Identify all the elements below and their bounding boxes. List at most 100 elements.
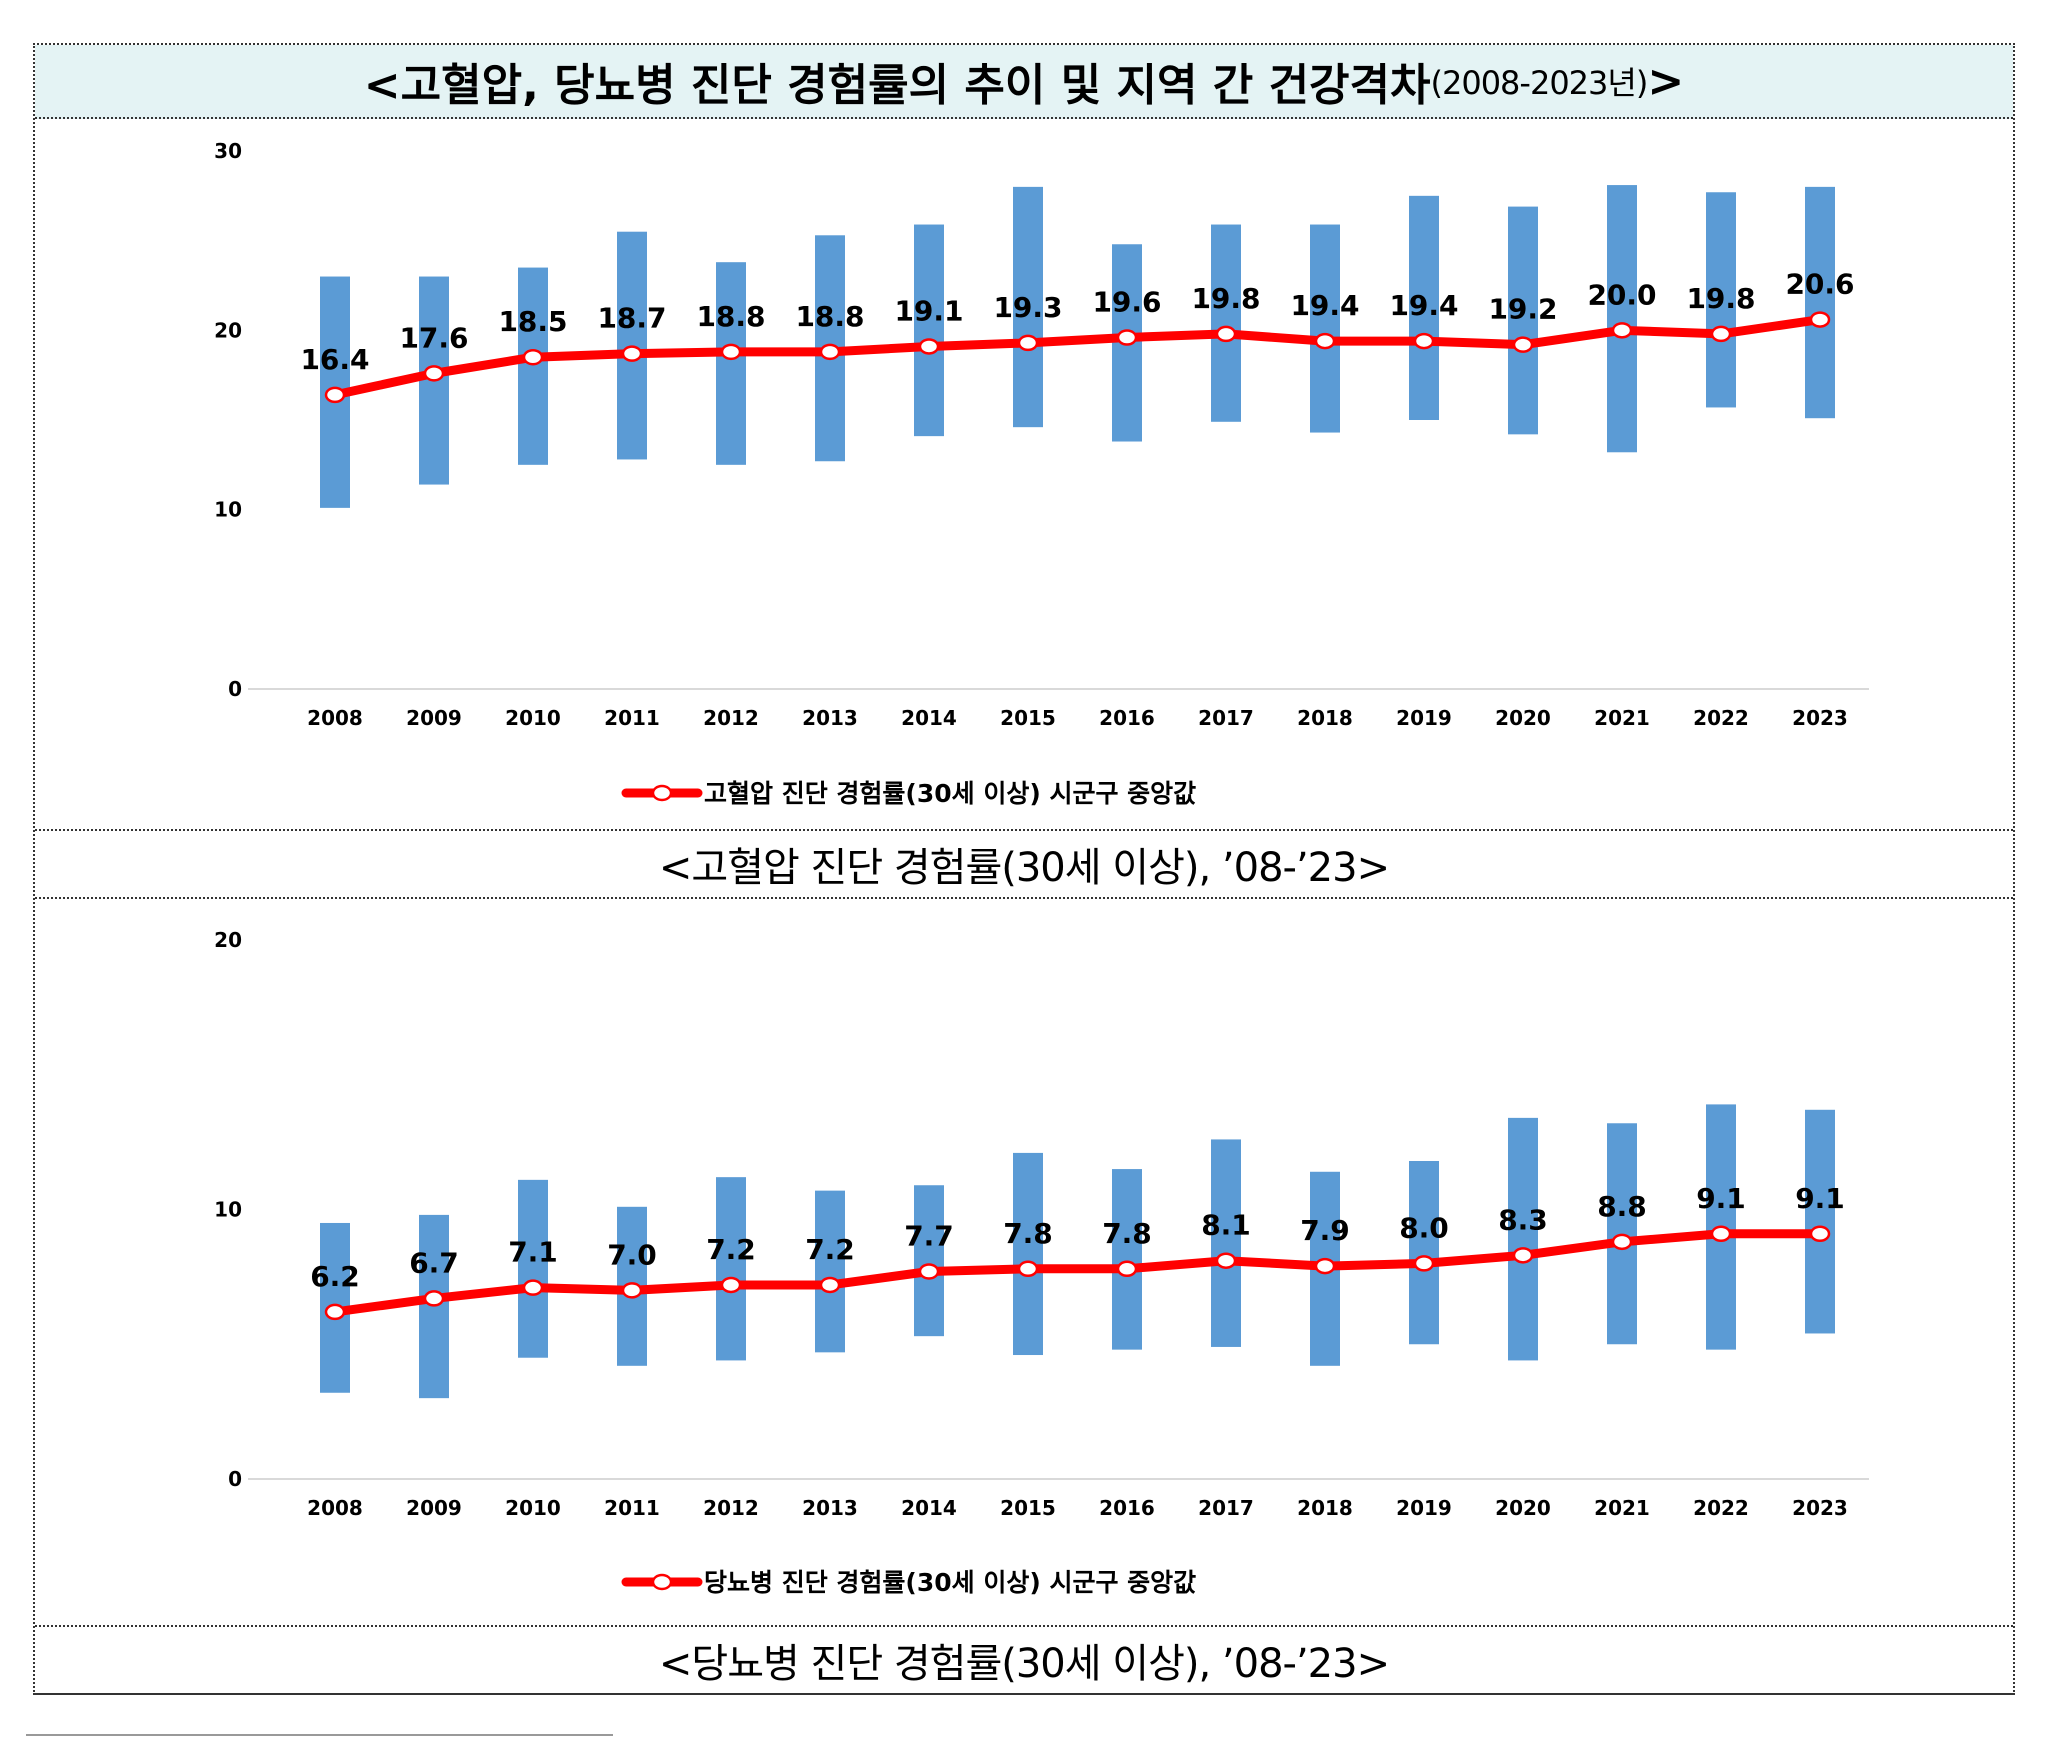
data-point xyxy=(1017,334,1039,352)
data-label: 18.8 xyxy=(795,300,864,333)
x-tick-label: 2016 xyxy=(1099,706,1155,730)
x-tick-label: 2019 xyxy=(1396,1496,1452,1520)
data-label: 18.8 xyxy=(696,300,765,333)
x-tick-label: 2011 xyxy=(604,1496,660,1520)
data-point xyxy=(720,1276,742,1294)
data-point xyxy=(1116,1260,1138,1278)
data-point xyxy=(1512,1247,1534,1264)
range-bar xyxy=(1508,206,1538,435)
data-point xyxy=(324,1303,346,1321)
data-point xyxy=(1215,1252,1237,1269)
y-tick-label: 20 xyxy=(214,318,242,342)
title-main: <고혈압, 당뇨병 진단 경험률의 추이 및 지역 간 건강격차 xyxy=(363,60,1431,111)
x-tick-label: 2014 xyxy=(901,1496,957,1520)
x-tick-label: 2022 xyxy=(1693,1496,1749,1520)
data-point xyxy=(918,338,940,355)
range-bar xyxy=(518,267,548,465)
data-label: 7.8 xyxy=(1102,1217,1152,1250)
page-title: <고혈압, 당뇨병 진단 경험률의 추이 및 지역 간 건강격차 (2008-20… xyxy=(35,45,2013,119)
data-point xyxy=(720,343,742,361)
data-label: 19.6 xyxy=(1092,286,1161,319)
x-tick-label: 2023 xyxy=(1792,1496,1848,1520)
range-bar xyxy=(518,1179,548,1358)
data-point xyxy=(1710,325,1732,343)
data-label: 7.1 xyxy=(508,1236,558,1269)
x-tick-label: 2015 xyxy=(1000,706,1056,730)
data-label: 8.0 xyxy=(1399,1211,1449,1244)
range-bar xyxy=(1409,1160,1439,1345)
range-bar xyxy=(1211,1139,1241,1347)
data-point xyxy=(522,348,544,366)
data-label: 19.4 xyxy=(1389,289,1458,322)
data-point xyxy=(621,1282,643,1299)
range-bar xyxy=(716,1177,746,1361)
data-point xyxy=(1611,322,1633,339)
range-bar xyxy=(1508,1117,1538,1361)
data-point xyxy=(1017,1260,1039,1278)
data-point xyxy=(918,1263,940,1280)
range-bar xyxy=(1805,1109,1835,1334)
data-label: 19.4 xyxy=(1290,289,1359,322)
data-label: 7.0 xyxy=(607,1238,657,1271)
y-tick-label: 10 xyxy=(214,498,242,522)
x-tick-label: 2023 xyxy=(1792,706,1848,730)
data-label: 7.9 xyxy=(1300,1214,1350,1247)
data-label: 17.6 xyxy=(399,321,468,354)
x-tick-label: 2008 xyxy=(307,1496,363,1520)
y-tick-label: 30 xyxy=(214,139,242,163)
x-tick-label: 2018 xyxy=(1297,706,1353,730)
data-label: 19.3 xyxy=(993,291,1062,324)
range-bar xyxy=(1013,186,1043,428)
data-label: 7.8 xyxy=(1003,1217,1053,1250)
data-label: 7.7 xyxy=(904,1219,954,1252)
data-point xyxy=(1116,329,1138,346)
x-tick-label: 2009 xyxy=(406,1496,462,1520)
data-label: 19.8 xyxy=(1191,282,1260,315)
data-point xyxy=(1611,1233,1633,1251)
x-tick-label: 2021 xyxy=(1594,1496,1650,1520)
data-point xyxy=(423,1290,445,1307)
x-tick-label: 2012 xyxy=(703,1496,759,1520)
divider xyxy=(26,1734,613,1736)
data-label: 6.2 xyxy=(310,1260,360,1293)
y-tick-label: 0 xyxy=(228,677,242,701)
range-bar xyxy=(1013,1152,1043,1356)
median-line xyxy=(334,315,1821,400)
data-label: 19.2 xyxy=(1488,293,1557,326)
data-label: 18.5 xyxy=(498,305,567,338)
x-tick-label: 2013 xyxy=(802,1496,858,1520)
range-bar xyxy=(914,224,944,437)
data-label: 18.7 xyxy=(597,302,666,335)
x-tick-label: 2022 xyxy=(1693,706,1749,730)
legend-marker xyxy=(651,784,673,802)
data-point xyxy=(1314,1257,1336,1275)
data-point xyxy=(324,386,346,404)
x-tick-label: 2020 xyxy=(1495,706,1551,730)
x-tick-label: 2008 xyxy=(307,706,363,730)
x-tick-label: 2016 xyxy=(1099,1496,1155,1520)
data-label: 8.1 xyxy=(1201,1209,1251,1242)
median-line xyxy=(334,1229,1820,1317)
data-label: 6.7 xyxy=(409,1246,459,1279)
data-point xyxy=(1413,332,1435,350)
data-label: 9.1 xyxy=(1795,1182,1845,1215)
x-tick-label: 2009 xyxy=(406,706,462,730)
data-label: 8.8 xyxy=(1597,1190,1647,1223)
range-bar xyxy=(1607,185,1637,453)
data-label: 16.4 xyxy=(300,343,369,376)
range-bar xyxy=(716,262,746,465)
data-label: 7.2 xyxy=(706,1233,756,1266)
data-label: 9.1 xyxy=(1696,1182,1746,1215)
data-point xyxy=(1710,1225,1732,1243)
range-bar xyxy=(1805,186,1835,419)
data-point xyxy=(1809,1225,1831,1243)
data-label: 19.8 xyxy=(1686,282,1755,315)
data-point xyxy=(522,1279,544,1296)
caption-diabetes: <당뇨병 진단 경험률(30세 이상), ’08-’23> xyxy=(35,1625,2013,1695)
data-point xyxy=(621,345,643,362)
range-bar xyxy=(815,1190,845,1353)
data-point xyxy=(819,1276,841,1294)
caption-hypertension: <고혈압 진단 경험률(30세 이상), ’08-’23> xyxy=(35,829,2013,899)
range-bar xyxy=(1409,195,1439,420)
